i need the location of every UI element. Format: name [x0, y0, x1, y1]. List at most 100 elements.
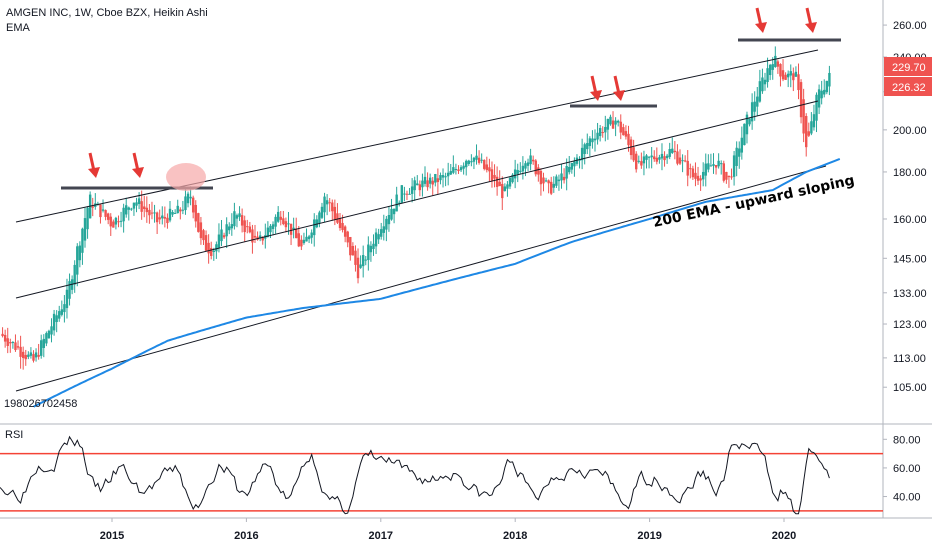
candle-body [32, 354, 35, 361]
time-tick-label: 2020 [772, 530, 796, 542]
candle-body [320, 206, 324, 218]
candle-body [140, 201, 143, 212]
rsi-label: RSI [5, 429, 23, 441]
rsi-series [0, 435, 883, 515]
candle-body [544, 180, 548, 182]
candle-body [423, 176, 427, 184]
arrow-icon [613, 75, 621, 95]
candle-body [341, 222, 344, 231]
candle-body [230, 224, 234, 229]
candle-body [526, 162, 530, 166]
candle-body [483, 160, 486, 169]
candle-body [119, 220, 123, 222]
candle-body [24, 354, 27, 360]
candle-body [11, 342, 15, 344]
candle-body [225, 224, 228, 237]
candle-body [122, 207, 125, 222]
candle-body [810, 121, 813, 134]
candle-body [68, 281, 71, 299]
candle-body [799, 82, 803, 118]
candle-body [789, 71, 792, 76]
candle-body [665, 155, 669, 159]
candle-body [714, 165, 718, 168]
candle-body [779, 64, 782, 77]
candle-body [3, 334, 7, 342]
candle-body [287, 223, 290, 225]
candle-body [449, 171, 452, 175]
candle-body [550, 181, 553, 194]
candle-body [485, 164, 489, 171]
candle-body [418, 184, 422, 191]
candle-body [99, 204, 102, 218]
candle-body [292, 227, 295, 230]
candle-body [781, 70, 785, 80]
candle-body [493, 174, 496, 179]
candle-body [37, 354, 40, 357]
candle-body [55, 315, 58, 323]
price-tag-close-label: 226.32 [892, 82, 926, 94]
candle-body [668, 149, 671, 157]
price-tick-label: 160.00 [893, 214, 927, 226]
candle-body [215, 244, 218, 252]
candle-body [369, 245, 373, 253]
arrow-icon [132, 152, 140, 172]
candle-body [91, 206, 94, 208]
candle-body [315, 219, 319, 228]
candle-body [436, 178, 440, 183]
candle-body [784, 74, 787, 80]
candle-body [47, 330, 51, 339]
candle-body [727, 175, 731, 178]
candle-body [408, 193, 411, 195]
candle-body [29, 352, 33, 356]
rsi-tick-label: 40.00 [893, 492, 921, 504]
candle-body [364, 259, 367, 261]
candle-body [14, 342, 17, 351]
candle-body [753, 101, 756, 112]
candle-body [792, 73, 795, 81]
candle-body [42, 338, 45, 348]
candle-body [820, 90, 823, 99]
candle-body [596, 132, 599, 140]
candle-body [179, 209, 182, 212]
candle-body [413, 180, 416, 191]
channel-lower-line [15, 165, 827, 392]
candle-body [258, 235, 262, 239]
candle-body [238, 213, 241, 217]
candle-body [452, 167, 455, 173]
candle-body [336, 213, 339, 223]
candle-body [441, 175, 445, 178]
candle-body [691, 168, 695, 178]
candle-body [297, 233, 300, 247]
candle-body [189, 196, 192, 199]
candle-body [173, 212, 177, 214]
candle-body [266, 227, 270, 237]
candle-body [462, 165, 465, 169]
candle-body [681, 160, 684, 162]
candle-body [624, 131, 628, 137]
candle-body [279, 216, 282, 220]
candle-body [16, 346, 20, 348]
price-tick-label: 200.00 [893, 125, 927, 137]
candle-body [756, 96, 759, 107]
candle-body [699, 178, 702, 181]
candle-body [660, 153, 664, 159]
candle-body [351, 246, 355, 256]
price-tick-label: 123.00 [893, 319, 927, 331]
candle-body [475, 155, 478, 160]
candle-body [763, 79, 767, 85]
candle-body [27, 354, 30, 358]
candle-body [712, 164, 715, 166]
candle-body [537, 167, 540, 175]
trend-channel-lines [15, 49, 827, 392]
candle-body [645, 155, 648, 160]
candle-body [557, 179, 561, 182]
candle-body [343, 226, 347, 237]
candle-body [253, 235, 257, 238]
candle-body [616, 120, 620, 123]
channel-upper-line [15, 49, 819, 223]
candle-body [568, 166, 571, 173]
candle-body [480, 159, 483, 161]
candle-body [338, 217, 342, 229]
candle-body [19, 346, 22, 357]
